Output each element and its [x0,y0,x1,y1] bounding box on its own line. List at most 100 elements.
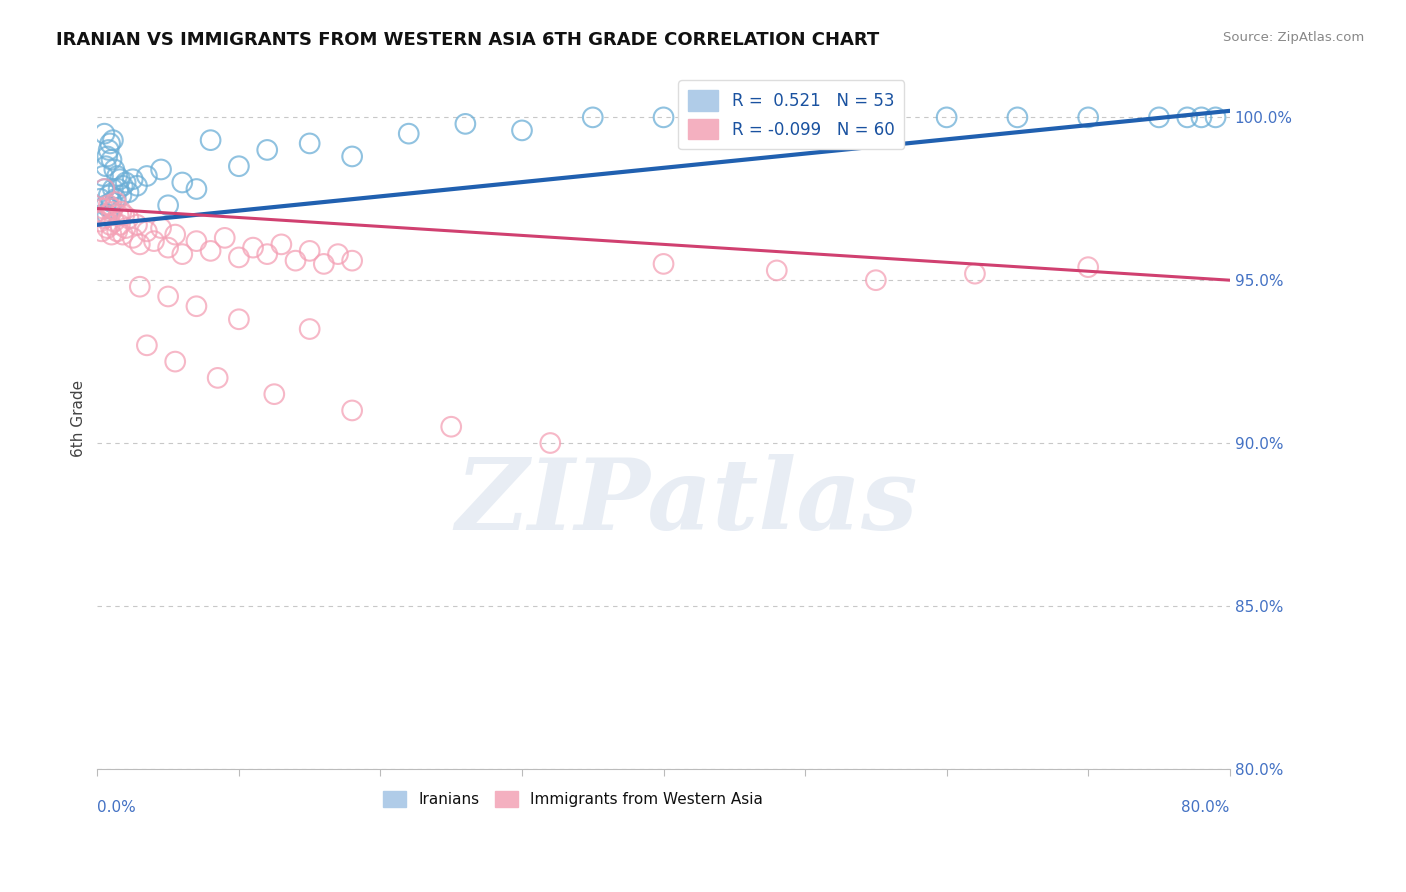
Point [284,253,307,268]
Point [100,227,122,242]
Point [165,227,187,242]
Text: 0.0%: 0.0% [97,800,136,815]
Point [214,231,236,245]
Point [128,237,150,252]
Point [91,169,114,183]
Point [935,111,957,125]
Point [298,244,321,258]
Point [398,127,420,141]
Point [128,279,150,293]
Point [121,172,143,186]
Point [186,234,208,248]
Point [89,214,111,228]
Point [100,153,122,167]
Point [101,182,124,196]
Point [125,178,148,193]
Point [98,202,121,216]
Point [90,224,112,238]
Point [256,247,278,261]
Point [97,188,120,202]
Point [98,218,121,232]
Point [110,188,132,202]
Point [186,299,208,313]
Point [1189,111,1212,125]
Point [98,136,121,151]
Point [114,176,136,190]
Point [107,208,129,222]
Point [121,231,143,245]
Point [298,136,321,151]
Point [723,111,745,125]
Point [89,192,111,206]
Point [111,178,134,193]
Point [103,162,125,177]
Point [270,237,292,252]
Point [865,111,887,125]
Point [96,221,118,235]
Point [117,211,139,226]
Point [117,186,139,200]
Point [96,208,118,222]
Point [111,227,134,242]
Point [794,111,817,125]
Point [652,257,675,271]
Point [228,312,250,326]
Point [186,182,208,196]
Point [150,221,173,235]
Point [1077,111,1099,125]
Point [298,322,321,336]
Point [94,208,117,222]
Point [510,123,533,137]
Point [1007,111,1029,125]
Point [1077,260,1099,275]
Point [165,354,187,368]
Point [108,172,131,186]
Point [765,263,787,277]
Point [103,214,125,228]
Point [93,211,115,226]
Point [200,244,222,258]
Point [100,194,122,209]
Point [114,221,136,235]
Point [963,267,986,281]
Point [93,127,115,141]
Point [538,436,561,450]
Point [125,218,148,232]
Point [454,117,477,131]
Point [340,403,363,417]
Point [135,224,157,238]
Point [100,204,122,219]
Point [97,143,120,157]
Point [107,182,129,196]
Point [312,257,335,271]
Point [135,338,157,352]
Point [108,218,131,232]
Point [256,143,278,157]
Point [340,253,363,268]
Point [440,419,463,434]
Point [101,133,124,147]
Point [101,202,124,216]
Point [104,192,127,206]
Point [340,149,363,163]
Point [172,176,194,190]
Point [150,162,173,177]
Point [94,159,117,173]
Point [135,169,157,183]
Point [93,182,115,196]
Point [143,234,166,248]
Point [91,202,114,216]
Point [112,208,135,222]
Y-axis label: 6th Grade: 6th Grade [72,380,86,457]
Point [200,133,222,147]
Point [1147,111,1170,125]
Point [157,198,180,212]
Point [326,247,349,261]
Text: ZIPatlas: ZIPatlas [456,454,917,551]
Text: IRANIAN VS IMMIGRANTS FROM WESTERN ASIA 6TH GRADE CORRELATION CHART: IRANIAN VS IMMIGRANTS FROM WESTERN ASIA … [56,31,880,49]
Point [652,111,675,125]
Point [582,111,605,125]
Point [110,204,132,219]
Point [172,247,194,261]
Point [105,169,128,183]
